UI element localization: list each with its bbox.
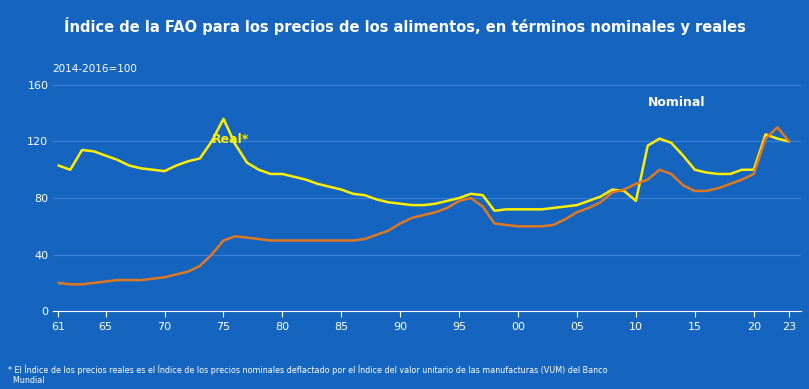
Text: 2014-2016=100: 2014-2016=100 bbox=[53, 64, 138, 74]
Text: Real*: Real* bbox=[212, 133, 249, 146]
Text: * El Índice de los precios reales es el Índice de los precios nominales deflacta: * El Índice de los precios reales es el … bbox=[8, 364, 608, 385]
Text: Nominal: Nominal bbox=[648, 96, 705, 109]
Text: Índice de la FAO para los precios de los alimentos, en términos nominales y real: Índice de la FAO para los precios de los… bbox=[64, 17, 745, 35]
